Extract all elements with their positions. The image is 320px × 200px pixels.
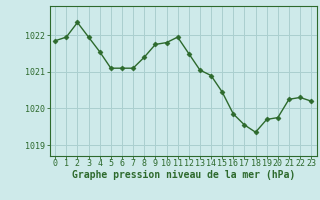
X-axis label: Graphe pression niveau de la mer (hPa): Graphe pression niveau de la mer (hPa) — [72, 170, 295, 180]
